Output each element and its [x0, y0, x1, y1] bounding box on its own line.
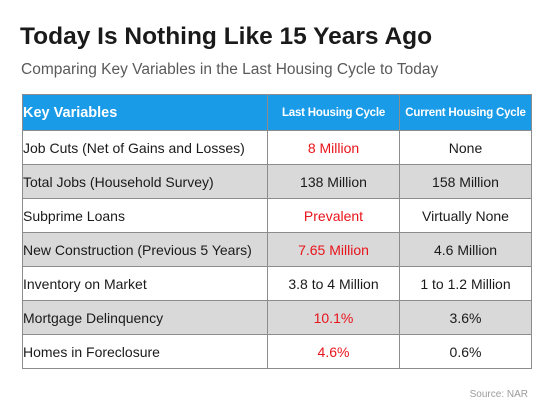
- cell-last-cycle: 8 Million: [267, 130, 400, 165]
- cell-current-cycle: 3.6%: [399, 300, 532, 335]
- cell-variable: Total Jobs (Household Survey): [22, 164, 268, 199]
- cell-last-cycle: 10.1%: [267, 300, 400, 335]
- cell-current-cycle: 158 Million: [399, 164, 532, 199]
- table-row: Mortgage Delinquency 10.1% 3.6%: [22, 300, 532, 335]
- table-row: Subprime Loans Prevalent Virtually None: [22, 198, 532, 233]
- cell-variable: Inventory on Market: [22, 266, 268, 301]
- table-row: Homes in Foreclosure 4.6% 0.6%: [22, 334, 532, 369]
- table-row: Inventory on Market 3.8 to 4 Million 1 to …: [22, 266, 532, 301]
- cell-current-cycle: 0.6%: [399, 334, 532, 369]
- cell-last-cycle: 3.8 to 4 Million: [267, 266, 400, 301]
- cell-last-cycle: 138 Million: [267, 164, 400, 199]
- cell-variable: Subprime Loans: [22, 198, 268, 233]
- cell-last-cycle: 7.65 Million: [267, 232, 400, 267]
- header-last-housing-cycle: Last Housing Cycle: [267, 94, 400, 131]
- table-header-row: Key Variables Last Housing Cycle Current…: [22, 94, 532, 131]
- cell-variable: Homes in Foreclosure: [22, 334, 268, 369]
- header-key-variables: Key Variables: [22, 94, 268, 131]
- cell-variable: Job Cuts (Net of Gains and Losses): [22, 130, 268, 165]
- cell-variable: New Construction (Previous 5 Years): [22, 232, 268, 267]
- cell-current-cycle: 4.6 Million: [399, 232, 532, 267]
- cell-last-cycle: Prevalent: [267, 198, 400, 233]
- header-current-housing-cycle: Current Housing Cycle: [399, 94, 532, 131]
- cell-current-cycle: Virtually None: [399, 198, 532, 233]
- source-note: Source: NAR: [469, 389, 528, 400]
- cell-variable: Mortgage Delinquency: [22, 300, 268, 335]
- page-title: Today Is Nothing Like 15 Years Ago: [20, 23, 433, 50]
- cell-current-cycle: None: [399, 130, 532, 165]
- table-row: Total Jobs (Household Survey) 138 Million…: [22, 164, 532, 199]
- cell-last-cycle: 4.6%: [267, 334, 400, 369]
- table-body: Job Cuts (Net of Gains and Losses) 8 Mill…: [22, 130, 532, 369]
- comparison-table: Key Variables Last Housing Cycle Current…: [22, 94, 532, 369]
- table-row: New Construction (Previous 5 Years) 7.65 …: [22, 232, 532, 267]
- page-subtitle: Comparing Key Variables in the Last Hous…: [21, 61, 439, 78]
- table-row: Job Cuts (Net of Gains and Losses) 8 Mill…: [22, 130, 532, 165]
- cell-current-cycle: 1 to 1.2 Million: [399, 266, 532, 301]
